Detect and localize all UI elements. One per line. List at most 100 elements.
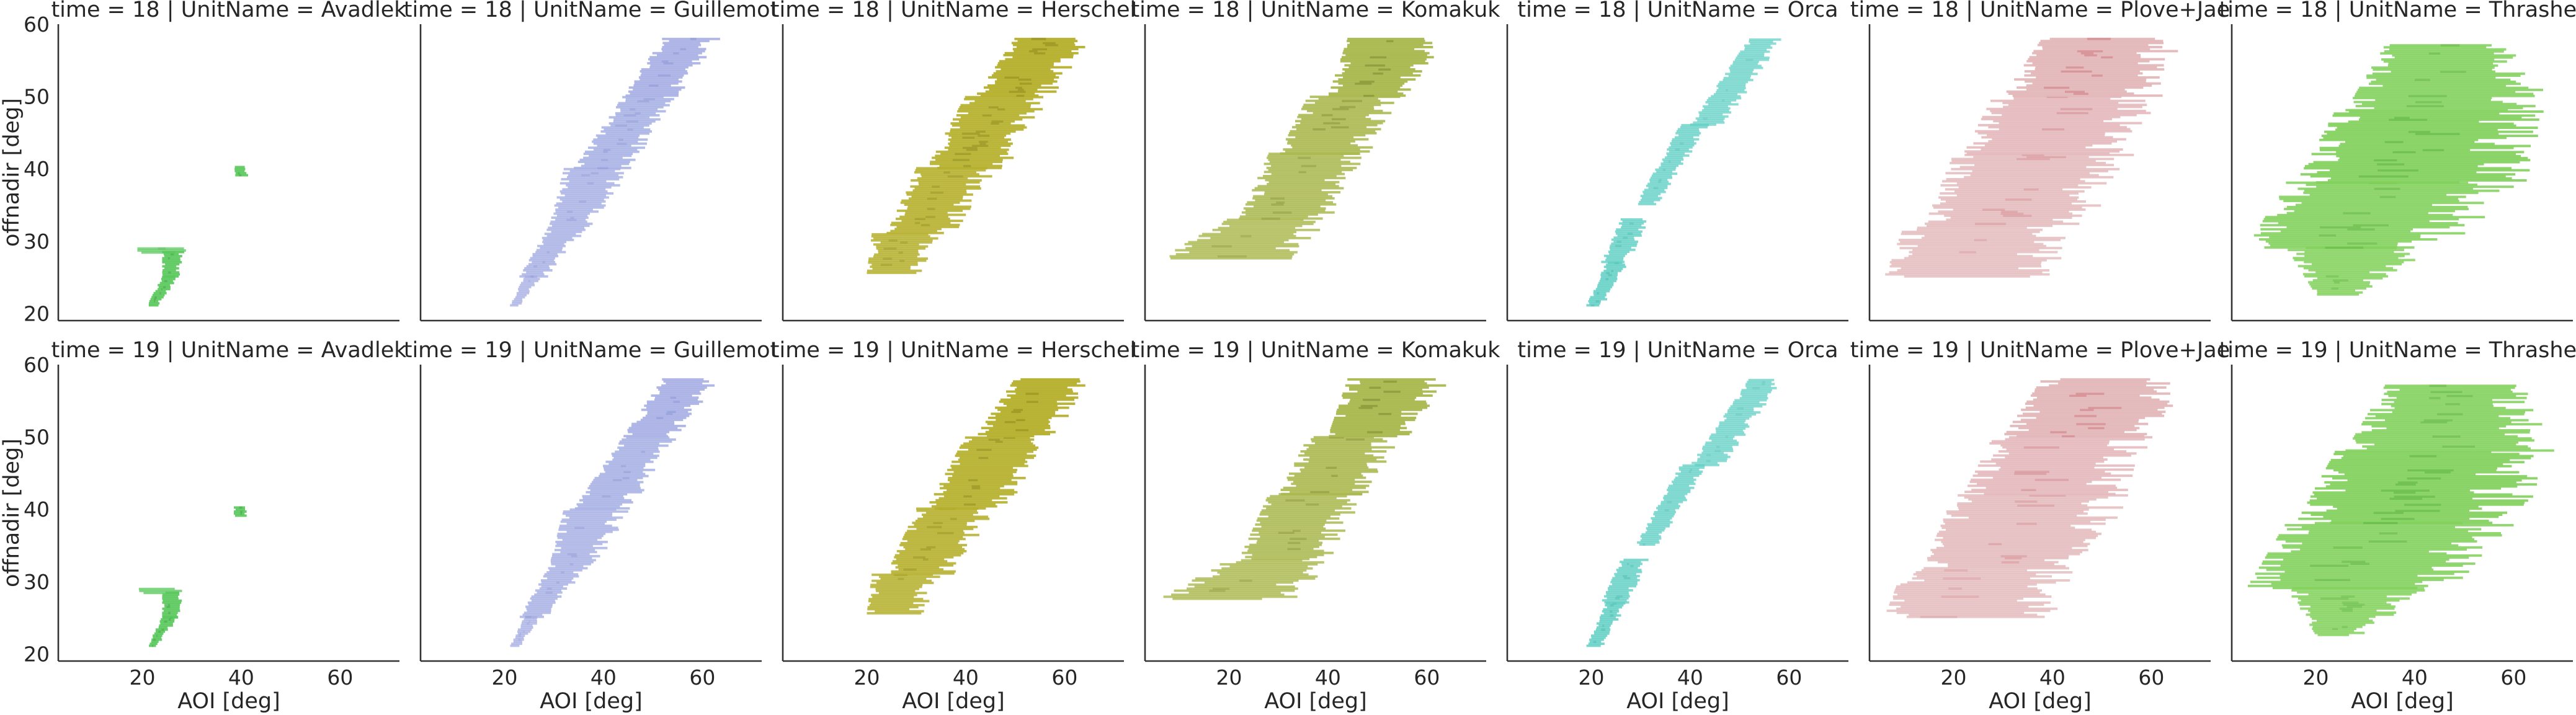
histogram-cell <box>1257 177 1346 180</box>
histogram-cell-dense <box>1298 171 1306 174</box>
histogram-cell <box>1984 144 2093 147</box>
histogram-cell <box>1900 583 2037 586</box>
histogram-cell-dense <box>972 144 989 147</box>
histogram-cell-dense <box>927 207 935 210</box>
histogram-cell <box>2317 620 2373 622</box>
histogram-cell <box>2039 42 2164 45</box>
histogram-cell <box>1298 113 1369 117</box>
histogram-cell <box>2309 623 2366 626</box>
histogram-cell <box>1902 231 2040 233</box>
histogram-cell <box>1665 156 1683 159</box>
histogram-cell <box>1682 464 1705 467</box>
histogram-cell <box>649 60 692 63</box>
histogram-cells <box>510 37 720 307</box>
histogram-cell-dense <box>1716 445 1720 448</box>
histogram-cell <box>2359 118 2539 121</box>
histogram-cell <box>1719 81 1749 84</box>
histogram-cell <box>2355 105 2536 107</box>
histogram-cell-dense <box>2029 494 2066 497</box>
histogram-cell <box>943 485 1004 487</box>
histogram-cell <box>651 394 692 397</box>
histogram-cell <box>528 259 555 262</box>
histogram-cell <box>1357 390 1437 393</box>
histogram-cell-dense <box>1293 529 1301 532</box>
histogram-cell <box>1266 507 1352 510</box>
histogram-cell <box>870 584 923 587</box>
histogram-cell <box>2276 538 2474 541</box>
histogram-cell <box>2338 159 2531 162</box>
histogram-cell-dense <box>1287 548 1301 551</box>
histogram-cell <box>587 487 641 490</box>
histogram-cell <box>1269 161 1350 163</box>
histogram-cell-dense <box>1690 468 1693 471</box>
histogram-cell <box>2002 113 2137 117</box>
histogram-cell <box>1667 492 1688 495</box>
histogram-cell <box>1004 51 1079 55</box>
histogram-cell <box>1015 392 1079 395</box>
histogram-cell-dense <box>2353 224 2389 227</box>
histogram-cell <box>141 251 176 254</box>
histogram-cell-dense <box>1209 589 1226 592</box>
histogram-cell <box>1698 111 1731 114</box>
histogram-cell <box>1660 164 1678 167</box>
histogram-cell <box>162 260 182 264</box>
histogram-cell <box>1891 259 2047 262</box>
histogram-cell <box>1338 78 1416 81</box>
histogram-cell <box>2325 467 2498 469</box>
histogram-cell <box>1969 481 2092 483</box>
histogram-cell <box>521 622 537 625</box>
x-tick-label: 60 <box>327 665 353 690</box>
histogram-cell-dense <box>627 128 633 131</box>
histogram-cell <box>153 636 162 639</box>
histogram-cell <box>1589 298 1607 301</box>
histogram-cell <box>921 175 992 178</box>
histogram-cell-dense <box>943 171 950 174</box>
histogram-cell <box>1621 564 1641 567</box>
histogram-cell <box>2380 52 2494 55</box>
histogram-cell <box>162 595 178 598</box>
histogram-cell <box>1957 502 2082 505</box>
histogram-cell <box>1288 134 1366 137</box>
histogram-cell <box>960 104 1031 107</box>
histogram-cell <box>2369 82 2521 86</box>
histogram-cell <box>584 162 630 166</box>
histogram-cell <box>1013 43 1076 47</box>
histogram-cell <box>2033 50 2178 53</box>
histogram-cell <box>995 80 1058 83</box>
histogram-cell <box>1973 142 2112 145</box>
histogram-cell <box>917 177 968 180</box>
histogram-cell-dense <box>2000 212 2024 215</box>
x-axis-label: AOI [deg] <box>1264 689 1367 714</box>
histogram-cell-dense <box>888 239 898 242</box>
histogram-cell <box>662 46 698 48</box>
histogram-cell <box>1964 175 2114 179</box>
histogram-cell <box>1697 119 1724 122</box>
histogram-cell <box>2304 275 2389 278</box>
histogram-cell-dense <box>1370 56 1387 59</box>
histogram-cell <box>2036 76 2160 79</box>
histogram-cell <box>2279 195 2466 198</box>
histogram-cell <box>2337 127 2538 129</box>
histogram-cell <box>1674 478 1696 481</box>
histogram-cell <box>2265 216 2485 219</box>
histogram-cells <box>867 378 1085 615</box>
histogram-cell-dense <box>978 456 989 460</box>
histogram-cell <box>1254 187 1344 190</box>
histogram-cell <box>1607 587 1629 590</box>
histogram-cell <box>1732 63 1758 65</box>
histogram-cell <box>878 592 927 595</box>
histogram-cell <box>513 640 522 643</box>
histogram-cell <box>995 414 1069 417</box>
histogram-cell <box>2317 277 2383 280</box>
histogram-cell <box>163 269 176 272</box>
histogram-cell <box>1599 616 1616 619</box>
histogram-cell-dense <box>164 620 167 623</box>
histogram-cell-dense <box>1369 386 1381 389</box>
histogram-cell-dense <box>530 275 534 278</box>
histogram-cell <box>1226 218 1304 221</box>
histogram-cell <box>1730 64 1762 68</box>
histogram-cell <box>628 430 670 433</box>
histogram-cell <box>534 593 558 596</box>
histogram-cell <box>583 501 633 504</box>
